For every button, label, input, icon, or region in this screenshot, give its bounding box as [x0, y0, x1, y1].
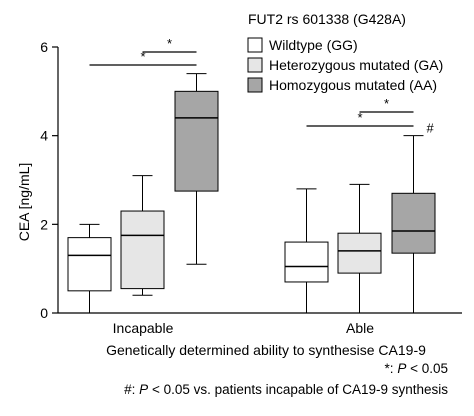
legend-swatch [247, 77, 263, 93]
x-category-label: Able [346, 320, 374, 336]
box-able-gg [284, 241, 329, 283]
legend-swatch [247, 37, 263, 53]
significance-star: * [140, 49, 145, 64]
y-tick-label: 6 [40, 39, 48, 55]
significance-star: * [357, 110, 362, 125]
box-able-ga [337, 232, 382, 274]
annotation-hash: # [427, 121, 435, 136]
box-incapable-aa [174, 90, 219, 192]
x-axis-label: Genetically determined ability to synthe… [106, 342, 426, 358]
y-tick-label: 4 [40, 128, 48, 144]
box-able-aa [391, 192, 436, 254]
y-axis-label: CEA [ng/mL] [16, 163, 32, 242]
y-tick-label: 0 [40, 305, 48, 321]
box-incapable-ga [120, 210, 165, 290]
y-tick-label: 2 [40, 216, 48, 232]
box-incapable-gg [67, 237, 112, 292]
significance-star: * [384, 96, 389, 111]
legend-swatch [247, 57, 263, 73]
significance-star: * [167, 36, 172, 51]
x-category-label: Incapable [113, 320, 174, 336]
legend-title: FUT2 rs 601338 (G428A) [248, 11, 406, 27]
legend-label: Heterozygous mutated (GA) [269, 57, 443, 73]
footnote-star: *: P < 0.05 [384, 361, 448, 376]
footnote-hash: #: P < 0.05 vs. patients incapable of CA… [124, 382, 448, 397]
legend-label: Wildtype (GG) [269, 37, 358, 53]
legend-label: Homozygous mutated (AA) [269, 77, 437, 93]
